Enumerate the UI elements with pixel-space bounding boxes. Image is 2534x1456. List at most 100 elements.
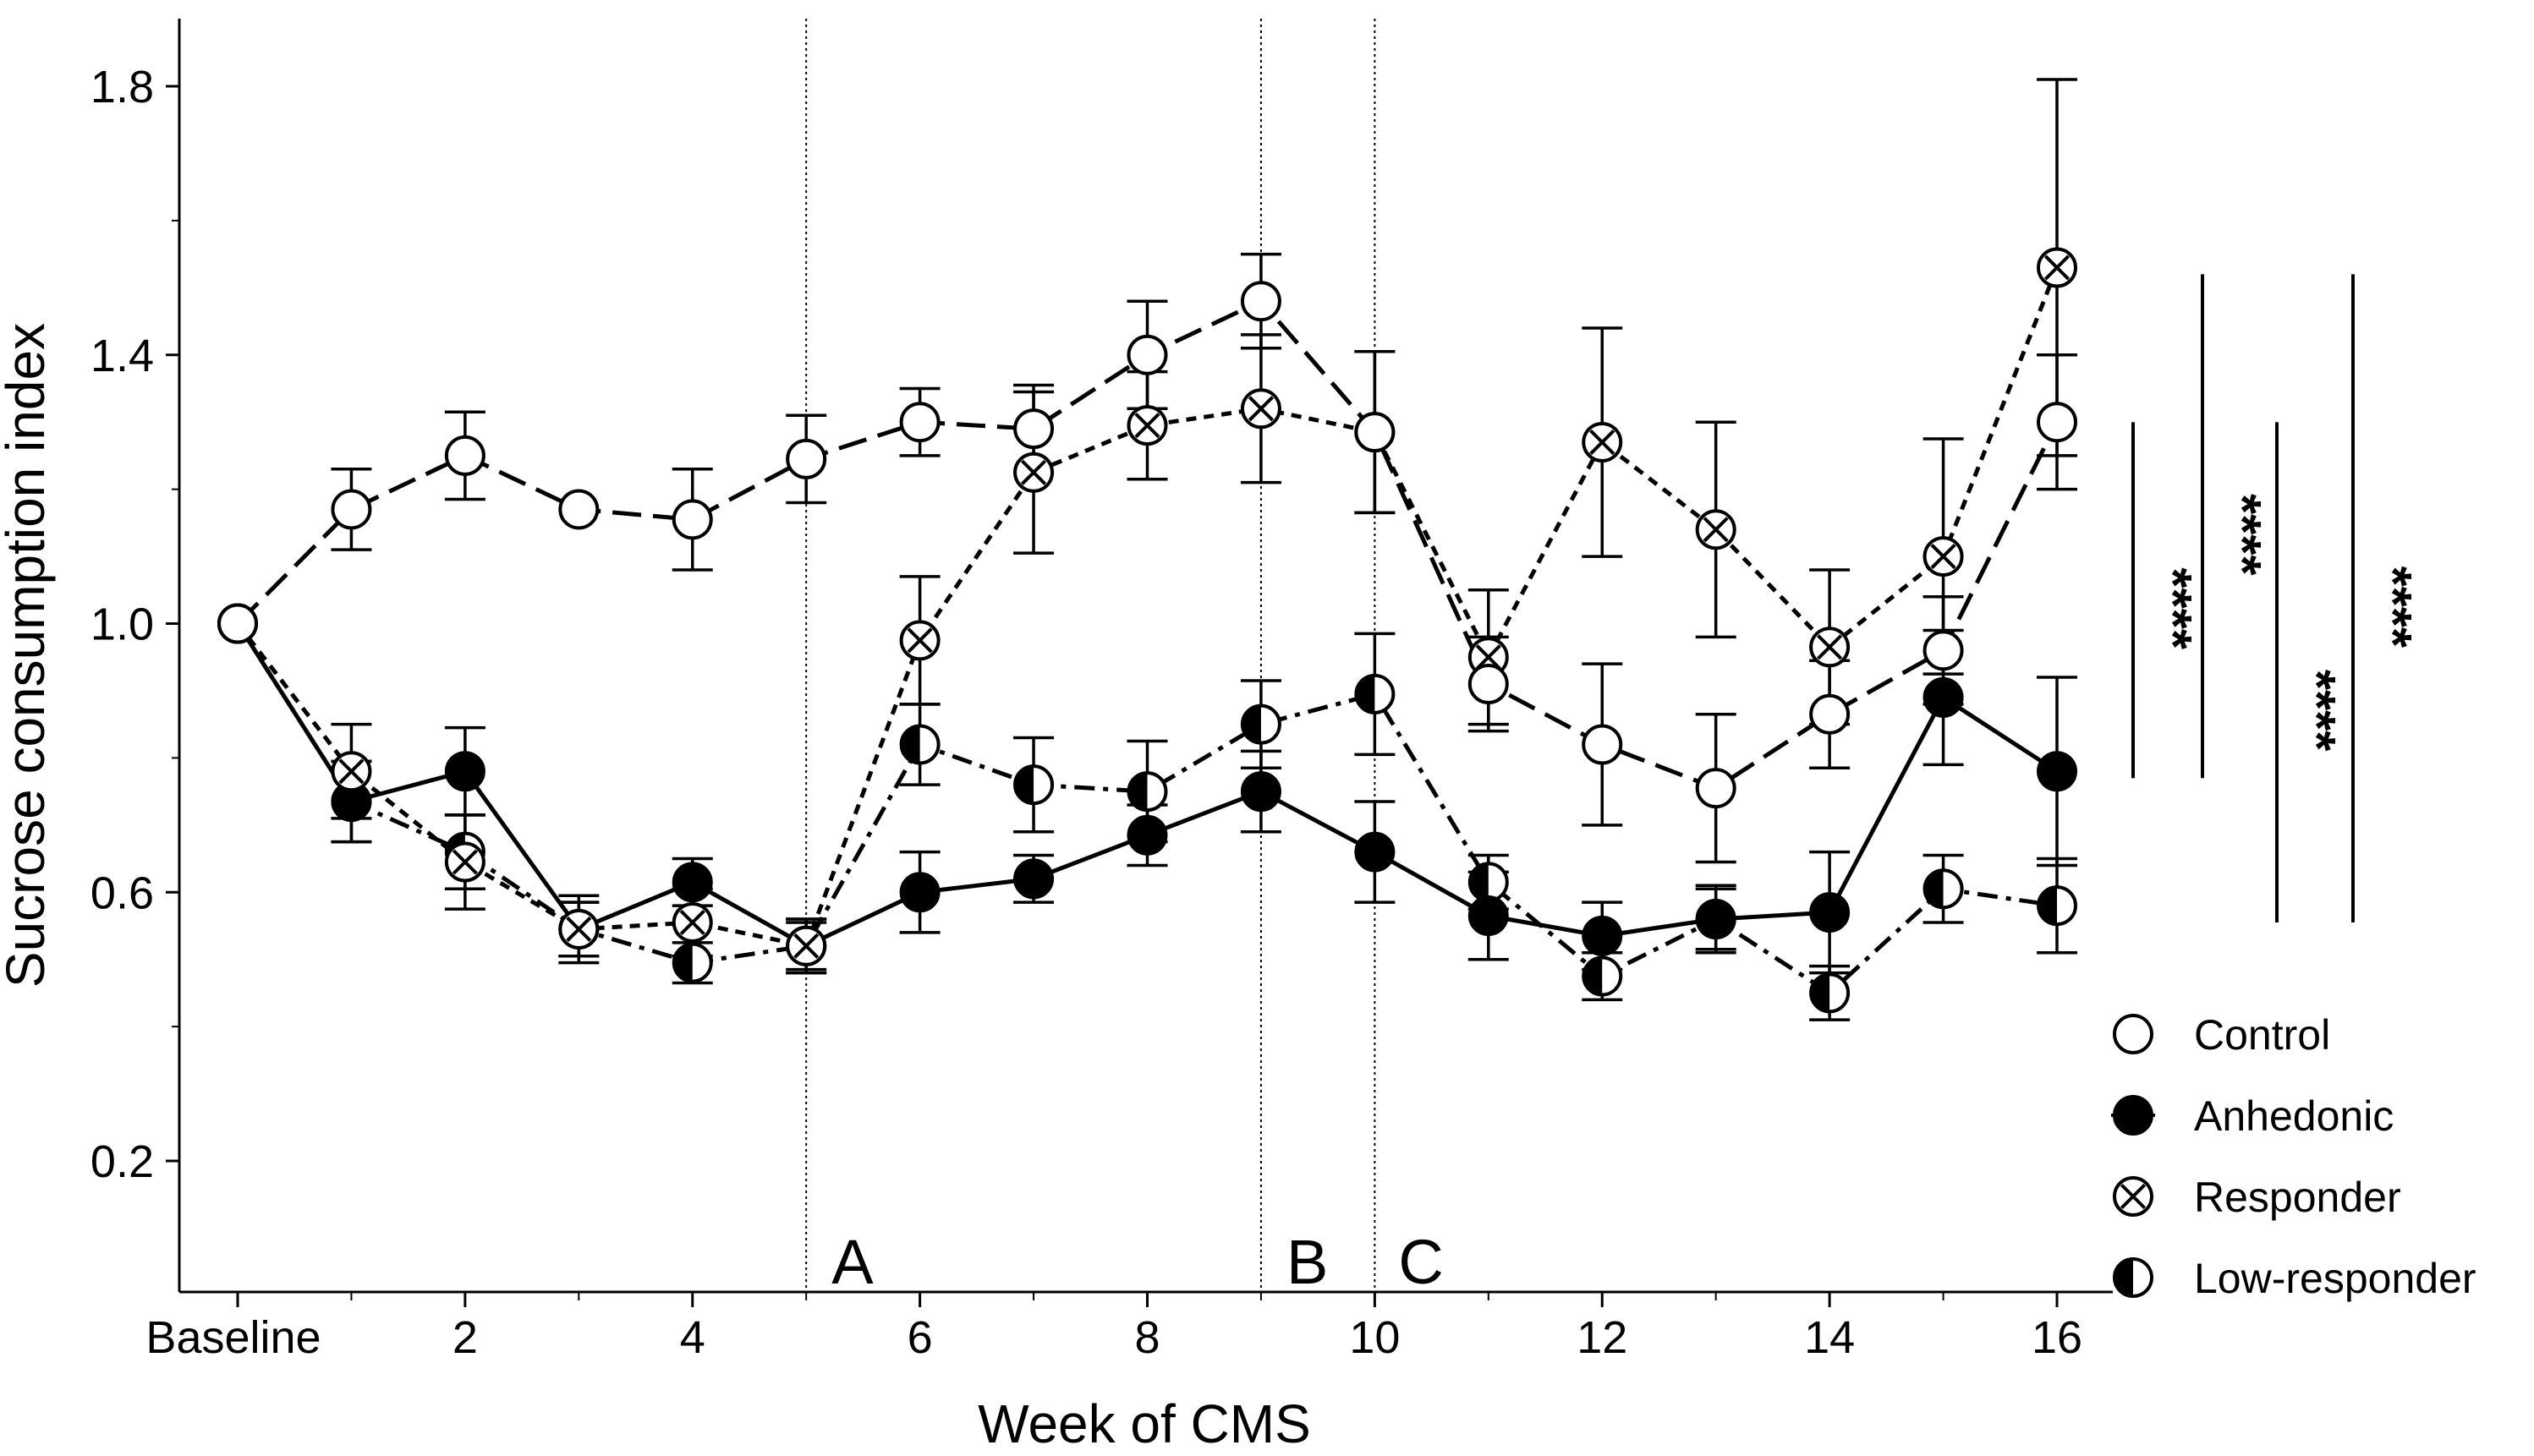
legend: Control Anhedonic Responder Low-responder <box>2111 1011 2476 1302</box>
marker-cross-b <box>1817 634 1843 660</box>
marker-shape <box>444 751 485 792</box>
data-point-control <box>331 489 372 530</box>
data-point-control <box>786 438 827 479</box>
data-point-anhedonic <box>444 751 485 792</box>
y-tick-label: 0.2 <box>90 1136 154 1187</box>
x-tick-label: 16 <box>2032 1312 2082 1363</box>
error-bars-layer <box>331 78 2077 1021</box>
marker-half-fill <box>1583 957 1603 995</box>
marker-cross-b <box>1475 644 1501 671</box>
y-tick-label: 0.6 <box>90 868 154 918</box>
marker-cross-b <box>1134 413 1160 439</box>
data-point-responder <box>1013 452 1055 493</box>
data-point-responder <box>1922 536 1964 577</box>
marker-shape <box>1127 814 1168 856</box>
marker-shape <box>331 489 372 530</box>
marker-shape <box>1013 408 1055 450</box>
marker-cross-b <box>1703 517 1729 543</box>
marker-shape <box>2113 1095 2153 1136</box>
marker-shape <box>1240 771 1281 813</box>
x-axis-title: Week of CMS <box>978 1393 1311 1452</box>
marker-cross-b <box>452 849 478 875</box>
data-point-low-responder <box>1582 955 1623 997</box>
marker-shape <box>899 872 941 913</box>
data-point-control <box>1809 693 1851 735</box>
data-point-control <box>899 402 941 443</box>
marker-half-fill <box>2038 887 2057 925</box>
data-point-control <box>1127 334 1168 375</box>
data-point-responder <box>1127 405 1168 446</box>
significance-label: **** <box>2363 566 2422 648</box>
data-point-control <box>444 435 485 476</box>
data-point-anhedonic <box>1354 831 1396 873</box>
data-point-anhedonic <box>899 872 941 913</box>
marker-shape <box>2113 1014 2153 1054</box>
data-point-anhedonic <box>1240 771 1281 813</box>
legend-marker <box>2113 1176 2153 1217</box>
y-tick-label: 1.0 <box>90 599 154 650</box>
x-tick-label: 2 <box>452 1312 478 1363</box>
data-point-responder <box>2037 247 2077 288</box>
marker-cross-b <box>566 916 592 942</box>
marker-shape <box>1354 831 1396 873</box>
data-point-responder <box>786 925 827 966</box>
marker-shape <box>1809 892 1851 933</box>
data-point-responder <box>331 751 372 792</box>
data-point-anhedonic <box>1582 915 1623 956</box>
marker-cross-b <box>1248 396 1274 422</box>
data-point-responder <box>1695 509 1736 550</box>
marker-shape <box>1240 281 1281 322</box>
legend-item-anhedonic: Anhedonic <box>2111 1092 2394 1140</box>
y-axis-title: Sucrose consumption index <box>0 323 56 988</box>
data-point-control <box>1922 630 1964 671</box>
x-tick-label: 4 <box>680 1312 705 1363</box>
data-point-control <box>1013 408 1055 450</box>
x-tick-label: 10 <box>1349 1312 1400 1363</box>
significance-label: **** <box>2287 670 2345 752</box>
marker-shape <box>899 402 941 443</box>
x-tick-label: 8 <box>1134 1312 1160 1363</box>
marker-half-fill <box>673 944 693 982</box>
marker-shape <box>672 862 713 903</box>
x-tick-label: 6 <box>908 1312 933 1363</box>
marker-shape <box>1695 899 1736 940</box>
data-point-anhedonic <box>1809 892 1851 933</box>
data-point-anhedonic <box>1127 814 1168 856</box>
data-point-control <box>2037 402 2077 443</box>
marker-cross-b <box>338 758 365 785</box>
data-point-low-responder <box>1922 868 1964 910</box>
data-point-responder <box>1240 388 1281 430</box>
marker-shape <box>1582 724 1623 765</box>
data-point-low-responder <box>2037 885 2077 927</box>
legend-label: Low-responder <box>2194 1255 2476 1302</box>
marker-half-fill <box>2114 1259 2133 1296</box>
marker-shape <box>1922 630 1964 671</box>
data-point-anhedonic <box>1695 899 1736 940</box>
data-point-low-responder <box>1809 972 1851 1014</box>
marker-shape <box>2037 751 2077 792</box>
marker-shape <box>1013 858 1055 900</box>
marker-shape <box>558 489 600 530</box>
data-point-control <box>558 489 600 530</box>
data-point-low-responder <box>1127 771 1168 813</box>
marker-cross-b <box>1589 429 1615 456</box>
x-tick-label: Baseline <box>145 1312 321 1363</box>
marker-shape <box>1467 895 1509 937</box>
marker-shape <box>672 499 713 540</box>
legend-marker <box>2113 1014 2153 1054</box>
axes-layer: 0.2 0.6 1.0 1.4 1.8 Baseline 2 4 6 8 10 12 14 16 Week … <box>0 19 2113 1454</box>
marker-cross-b <box>1021 459 1047 485</box>
data-point-anhedonic <box>1013 858 1055 900</box>
data-point-low-responder <box>1013 764 1055 806</box>
marker-shape <box>1922 676 1964 718</box>
data-point-control <box>672 499 713 540</box>
data-point-control <box>1240 281 1281 322</box>
data-point-responder <box>899 620 941 661</box>
x-tick-label: 12 <box>1577 1312 1627 1363</box>
marker-shape <box>1467 663 1509 704</box>
data-point-responder <box>1582 422 1623 463</box>
legend-label: Anhedonic <box>2194 1092 2394 1140</box>
marker-shape <box>786 438 827 479</box>
